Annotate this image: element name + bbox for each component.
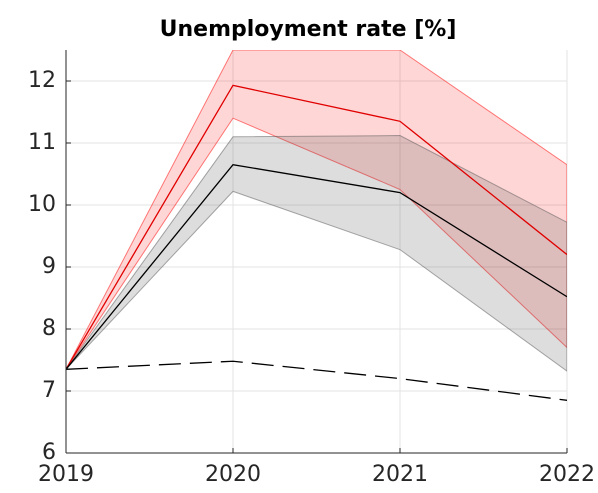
confidence-band bbox=[66, 50, 567, 370]
y-tick-label: 8 bbox=[42, 316, 56, 341]
plot-area bbox=[66, 50, 567, 401]
confidence-band bbox=[66, 135, 567, 372]
x-tick-label: 2021 bbox=[372, 462, 428, 487]
y-tick-label: 6 bbox=[42, 440, 56, 465]
y-tick-label: 7 bbox=[42, 378, 56, 403]
line bbox=[66, 360, 567, 401]
y-tick-label: 11 bbox=[28, 130, 56, 155]
x-tick-label: 2019 bbox=[38, 462, 94, 487]
y-tick-label: 10 bbox=[28, 192, 56, 217]
y-tick-label: 12 bbox=[28, 68, 56, 93]
y-tick-label: 9 bbox=[42, 254, 56, 279]
line bbox=[66, 163, 567, 370]
x-tick-label: 2020 bbox=[205, 462, 261, 487]
x-tick-label: 2022 bbox=[539, 462, 595, 487]
line bbox=[66, 84, 567, 370]
chart-title: Unemployment rate [%] bbox=[160, 17, 457, 42]
